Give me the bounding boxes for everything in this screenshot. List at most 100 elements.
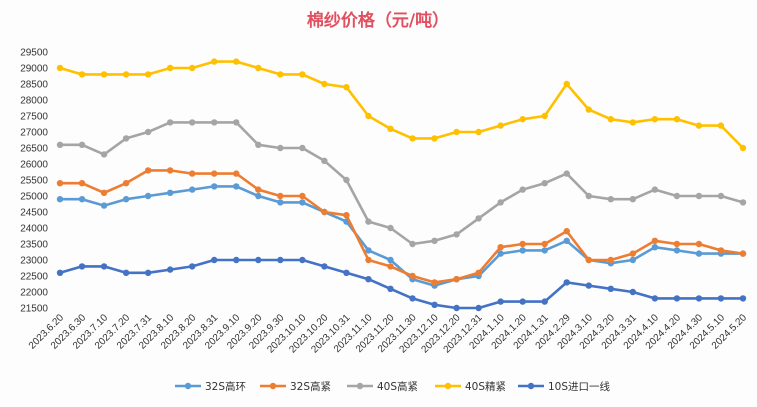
data-point <box>188 119 196 126</box>
data-point <box>629 196 637 203</box>
data-point <box>673 240 681 248</box>
y-tick-label: 23500 <box>20 240 48 251</box>
data-point <box>431 237 438 244</box>
data-point <box>497 244 504 251</box>
data-point <box>166 167 174 174</box>
y-tick-label: 27500 <box>20 112 48 123</box>
data-point <box>695 250 703 257</box>
data-point <box>563 279 570 286</box>
data-point <box>651 295 659 302</box>
data-point <box>607 116 615 123</box>
legend-item: 40S精紧 <box>435 380 506 393</box>
data-point <box>233 58 240 65</box>
legend-label: 40S精紧 <box>465 380 506 393</box>
y-tick-label: 24500 <box>20 208 48 219</box>
data-point <box>321 263 328 270</box>
data-point <box>277 256 284 264</box>
data-point <box>78 141 86 148</box>
data-point <box>673 192 681 200</box>
y-tick-label: 29500 <box>20 48 48 59</box>
data-point <box>56 141 64 148</box>
legend-label: 40S高紧 <box>377 380 418 393</box>
data-point <box>431 135 438 142</box>
data-point <box>519 298 526 305</box>
data-point <box>409 295 416 302</box>
data-point <box>739 199 747 206</box>
data-point <box>497 122 504 129</box>
data-point <box>144 192 152 200</box>
data-point <box>563 80 570 88</box>
data-point <box>453 276 460 283</box>
data-point <box>277 199 284 206</box>
chart-title: 棉纱价格（元/吨） <box>307 10 449 31</box>
data-point <box>166 64 174 72</box>
data-point <box>541 180 548 187</box>
legend-label: 32S高紧 <box>290 380 331 393</box>
data-point <box>255 256 262 264</box>
series-line <box>58 185 745 287</box>
data-point <box>387 285 394 292</box>
data-point <box>233 119 240 126</box>
data-point <box>629 119 637 126</box>
data-point <box>211 170 218 177</box>
y-tick-label: 24000 <box>20 224 48 235</box>
data-point <box>100 189 108 196</box>
data-point <box>409 272 416 280</box>
data-point <box>541 247 548 254</box>
data-point <box>56 269 64 276</box>
data-point <box>255 192 262 200</box>
y-tick-label: 27000 <box>20 128 48 139</box>
data-point <box>695 240 703 248</box>
series-line <box>58 169 745 284</box>
data-point <box>475 128 482 136</box>
data-point <box>166 266 174 273</box>
data-point <box>211 58 218 65</box>
data-point <box>365 112 372 120</box>
data-point <box>387 256 394 264</box>
data-point <box>233 170 240 177</box>
y-tick-label: 25000 <box>20 192 48 203</box>
series-2 <box>56 167 747 286</box>
data-point <box>299 199 306 206</box>
y-tick-label: 26000 <box>20 160 48 171</box>
series-line <box>58 258 745 310</box>
data-point <box>673 295 681 302</box>
data-point <box>255 141 262 148</box>
data-point <box>717 122 725 129</box>
data-point <box>100 71 108 78</box>
data-point <box>651 237 659 244</box>
data-point <box>188 186 196 193</box>
series-lines <box>56 58 747 312</box>
legend-swatch-marker <box>444 382 452 390</box>
data-point <box>475 304 482 312</box>
data-point <box>343 176 350 184</box>
data-point <box>188 170 196 177</box>
y-tick-label: 28500 <box>20 80 48 91</box>
data-point <box>607 256 615 264</box>
data-point <box>144 269 152 276</box>
data-point <box>541 112 548 120</box>
data-point <box>144 71 152 78</box>
y-tick-label: 22000 <box>20 288 48 299</box>
y-tick-label: 23000 <box>20 256 48 267</box>
data-point <box>387 125 394 132</box>
data-point <box>211 256 218 264</box>
data-point <box>585 192 592 200</box>
data-point <box>100 151 108 158</box>
data-point <box>739 250 747 257</box>
data-point <box>651 186 659 193</box>
data-point <box>717 247 725 254</box>
data-point <box>343 269 350 276</box>
data-point <box>629 256 637 264</box>
data-point <box>409 135 416 142</box>
y-axis: 21500 22000 22500 23000 23500 24000 24500 25000… <box>20 48 48 315</box>
data-point <box>299 192 306 200</box>
data-point <box>365 256 372 264</box>
data-point <box>519 240 526 248</box>
data-point <box>78 180 86 187</box>
data-point <box>144 167 152 174</box>
series-line <box>58 60 745 150</box>
data-point <box>651 116 659 123</box>
data-point <box>585 282 592 289</box>
